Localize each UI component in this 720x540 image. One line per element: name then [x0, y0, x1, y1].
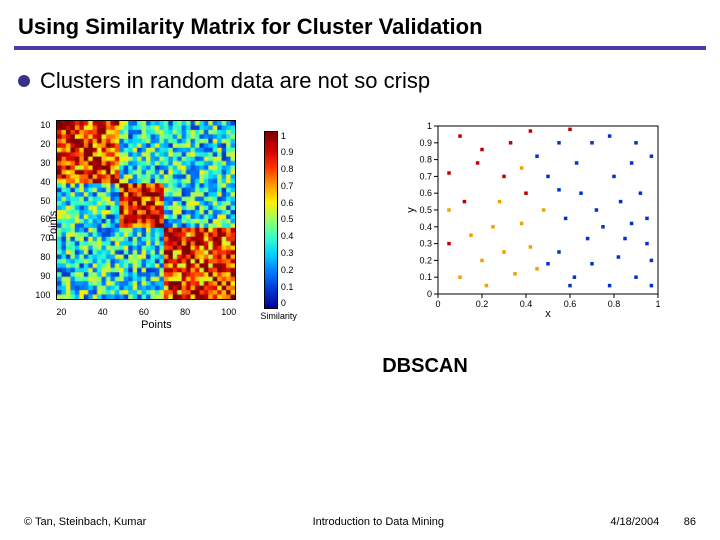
svg-text:0.7: 0.7	[419, 171, 432, 181]
svg-text:y: y	[405, 207, 417, 213]
svg-text:0.9: 0.9	[419, 138, 432, 148]
footer-right: 4/18/2004 86	[610, 516, 696, 528]
svg-text:0.4: 0.4	[419, 222, 432, 232]
colorbar-label: Similarity	[260, 311, 297, 321]
svg-text:x: x	[545, 308, 551, 320]
algorithm-caption: DBSCAN	[0, 331, 720, 378]
colorbar-wrap: 10.90.80.70.60.50.40.30.20.10	[264, 131, 294, 309]
footer-center: Introduction to Data Mining	[313, 516, 444, 528]
svg-text:0.6: 0.6	[563, 299, 576, 309]
colorbar	[264, 131, 278, 309]
footer-date: 4/18/2004	[610, 516, 659, 528]
svg-text:0.8: 0.8	[607, 299, 620, 309]
heatmap-xlabel: Points	[56, 319, 256, 331]
heatmap-xticks: 20406080100	[56, 307, 236, 317]
svg-text:0.2: 0.2	[419, 255, 432, 265]
similarity-heatmap: Points 102030405060708090100 20406080100…	[56, 120, 256, 331]
figure-heatmap-group: Points 102030405060708090100 20406080100…	[56, 120, 297, 331]
footer: © Tan, Steinbach, Kumar Introduction to …	[0, 516, 720, 528]
bullet-text: Clusters in random data are not so crisp	[40, 68, 430, 94]
svg-text:0.2: 0.2	[475, 299, 488, 309]
figures-area: Points 102030405060708090100 20406080100…	[0, 94, 720, 331]
bullet-dot-icon	[18, 75, 30, 87]
svg-text:0.8: 0.8	[419, 155, 432, 165]
svg-text:0.5: 0.5	[419, 205, 432, 215]
svg-text:0.1: 0.1	[419, 272, 432, 282]
heatmap-wrapper: Points 102030405060708090100 20406080100…	[56, 120, 256, 331]
svg-text:0: 0	[435, 299, 440, 309]
svg-text:0: 0	[427, 289, 432, 299]
footer-page: 86	[684, 516, 696, 528]
figure-scatter: 0 0.2 0.4 0.6 0.8 1 0 0.1 0.2 0.3 0.4 0.5 0.6 0.7 0.8 0…	[404, 120, 664, 325]
bullet-row: Clusters in random data are not so crisp	[0, 50, 720, 94]
colorbar-group: 10.90.80.70.60.50.40.30.20.10 Similarity	[260, 131, 297, 321]
svg-text:1: 1	[427, 121, 432, 131]
heatmap-yticks: 102030405060708090100	[30, 120, 50, 300]
heatmap-canvas	[56, 120, 236, 300]
svg-text:0.4: 0.4	[519, 299, 532, 309]
footer-left: © Tan, Steinbach, Kumar	[24, 516, 146, 528]
svg-text:1: 1	[655, 299, 660, 309]
svg-text:0.3: 0.3	[419, 239, 432, 249]
slide: Using Similarity Matrix for Cluster Vali…	[0, 0, 720, 540]
svg-text:0.6: 0.6	[419, 188, 432, 198]
slide-title: Using Similarity Matrix for Cluster Vali…	[0, 0, 720, 46]
scatter-plot: 0 0.2 0.4 0.6 0.8 1 0 0.1 0.2 0.3 0.4 0.5 0.6 0.7 0.8 0…	[404, 120, 664, 320]
colorbar-ticks: 10.90.80.70.60.50.40.30.20.10	[281, 131, 294, 309]
